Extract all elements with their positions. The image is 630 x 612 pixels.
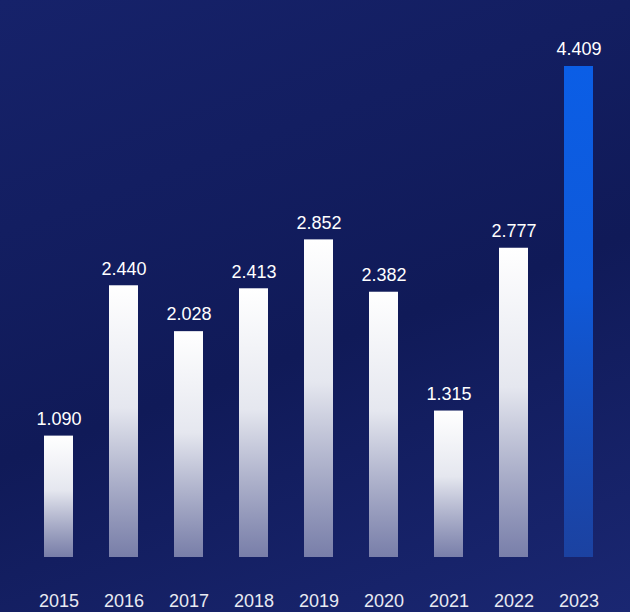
- svg-text:2.382: 2.382: [361, 265, 406, 285]
- svg-text:2.028: 2.028: [166, 304, 211, 324]
- svg-text:2023: 2023: [559, 591, 599, 611]
- svg-text:2015: 2015: [39, 591, 79, 611]
- svg-text:2019: 2019: [299, 591, 339, 611]
- svg-text:1.090: 1.090: [36, 409, 81, 429]
- svg-text:2020: 2020: [364, 591, 404, 611]
- svg-text:1.315: 1.315: [426, 384, 471, 404]
- svg-text:4.409: 4.409: [556, 39, 601, 59]
- svg-text:2.777: 2.777: [491, 221, 536, 241]
- svg-text:2.852: 2.852: [296, 213, 341, 233]
- svg-text:2017: 2017: [169, 591, 209, 611]
- svg-text:2016: 2016: [104, 591, 144, 611]
- svg-text:2.440: 2.440: [101, 259, 146, 279]
- svg-text:2018: 2018: [234, 591, 274, 611]
- svg-text:2.413: 2.413: [231, 262, 276, 282]
- svg-text:2021: 2021: [429, 591, 469, 611]
- svg-text:2022: 2022: [494, 591, 534, 611]
